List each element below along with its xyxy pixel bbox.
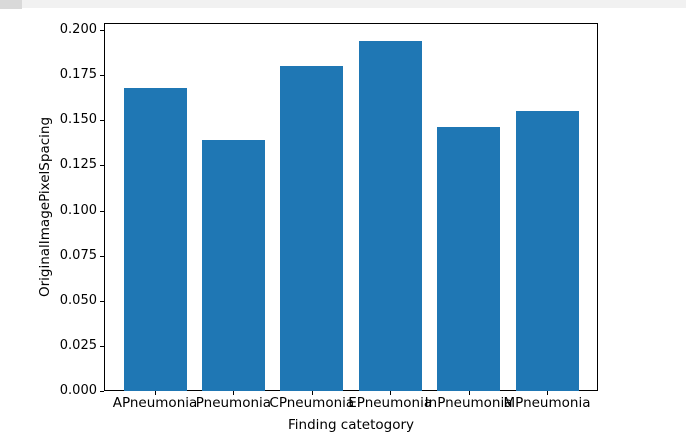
y-tick-mark xyxy=(100,300,104,302)
y-tick-mark xyxy=(100,165,104,167)
bar-APneumonia xyxy=(123,87,187,391)
bar-CPneumonia xyxy=(280,66,344,391)
bar-MPneumonia xyxy=(515,111,579,391)
x-tick-label: Pneumonia xyxy=(195,395,272,411)
bar-EPneumonia xyxy=(358,40,422,391)
top-left-gray-block xyxy=(0,0,22,9)
bar-InPneumonia xyxy=(437,127,501,391)
y-tick-label: 0.000 xyxy=(59,383,97,398)
x-tick-label: APneumonia xyxy=(112,395,198,411)
x-tick-mark xyxy=(468,391,470,395)
y-tick-label: 0.200 xyxy=(59,22,97,38)
y-tick-mark xyxy=(100,75,104,77)
x-tick-mark xyxy=(547,391,548,395)
x-tick-label: InPneumonia xyxy=(424,395,513,411)
bar-Pneumonia xyxy=(201,140,265,391)
x-tick-label: EPneumonia xyxy=(348,395,433,411)
y-tick-label: 0.125 xyxy=(59,157,97,173)
y-tick-mark xyxy=(100,120,104,122)
y-tick-label: 0.050 xyxy=(59,292,97,308)
x-tick-label: CPneumonia xyxy=(269,395,355,411)
x-tick-mark xyxy=(311,391,313,395)
y-tick-mark xyxy=(100,30,104,32)
x-tick-label: MPneumonia xyxy=(503,395,591,411)
y-tick-label: 0.175 xyxy=(59,67,97,83)
top-chrome-strip xyxy=(0,0,686,9)
x-axis-label: Finding catetogory xyxy=(287,417,415,433)
y-tick-mark xyxy=(100,391,104,392)
y-tick-label: 0.100 xyxy=(59,202,97,218)
y-tick-mark xyxy=(100,345,104,347)
x-tick-mark xyxy=(155,391,156,395)
y-axis-label: OriginalImagePixelSpacing xyxy=(37,116,53,298)
x-tick-mark xyxy=(390,391,392,395)
y-tick-mark xyxy=(100,255,104,257)
y-tick-label: 0.075 xyxy=(59,247,97,263)
x-tick-mark xyxy=(233,391,235,395)
y-tick-label: 0.150 xyxy=(59,112,97,128)
y-tick-label: 0.025 xyxy=(59,337,97,353)
y-tick-mark xyxy=(100,210,104,212)
